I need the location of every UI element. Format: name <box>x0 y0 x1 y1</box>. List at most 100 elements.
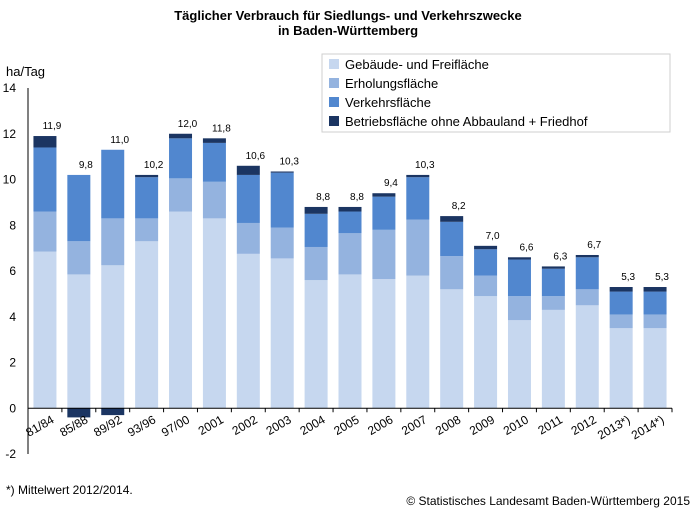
total-label: 6,7 <box>587 240 601 251</box>
bar-segment <box>202 142 226 182</box>
bar-segment <box>338 274 362 409</box>
bar-segment <box>270 258 294 409</box>
legend-label: Verkehrsfläche <box>345 95 431 110</box>
legend-label: Erholungsfläche <box>345 76 438 91</box>
bar-segment <box>643 287 667 292</box>
bar-segment <box>507 296 531 321</box>
bar-segment <box>406 275 430 409</box>
bar-segment <box>474 296 498 409</box>
x-tick-label: 97/00 <box>159 412 192 439</box>
bar-segment <box>541 309 565 409</box>
bar-segment <box>575 257 599 290</box>
legend-swatch <box>329 59 339 69</box>
bar-segment <box>541 296 565 310</box>
legend-swatch <box>329 97 339 107</box>
x-tick-label: 2003 <box>264 412 294 438</box>
bar-segment <box>135 174 159 178</box>
y-tick-label: 0 <box>9 401 16 415</box>
bar-segment <box>169 178 193 212</box>
bar-segment <box>135 241 159 409</box>
bar-segment <box>338 233 362 275</box>
axes <box>27 88 673 454</box>
total-label: 10,3 <box>415 160 435 171</box>
bar-segment <box>236 253 260 409</box>
total-label: 6,6 <box>520 242 534 253</box>
bar-segment <box>67 174 91 242</box>
bar-segment <box>202 218 226 409</box>
x-tick-labels: 81/84 85/88 89/92 93/96 97/00 2001 2002 2003 200… <box>23 412 666 442</box>
total-label: 7,0 <box>486 231 500 242</box>
bar-segment <box>236 174 260 223</box>
bar-segment <box>507 257 531 260</box>
x-tick-label: 2004 <box>297 412 327 438</box>
bar-segment <box>575 254 599 258</box>
bar-segment <box>169 133 193 139</box>
bar-segment <box>643 291 667 315</box>
bar-segment <box>236 222 260 254</box>
total-label: 6,3 <box>553 251 567 262</box>
total-label: 12,0 <box>178 119 198 130</box>
bar-segment <box>541 266 565 269</box>
x-tick-label: 2001 <box>196 412 226 438</box>
bar-segment <box>236 165 260 175</box>
total-label: 5,3 <box>655 272 669 283</box>
bar-segment <box>372 279 396 409</box>
bar-segment <box>304 213 328 247</box>
y-tick-label: 12 <box>3 127 17 141</box>
total-label: 8,8 <box>350 192 364 203</box>
bar-segment <box>67 241 91 275</box>
bar-segment <box>406 219 430 276</box>
bar-segment <box>609 328 633 409</box>
total-label: 10,2 <box>144 160 164 171</box>
x-tick-label: 2005 <box>331 412 361 438</box>
bar-segment <box>135 177 159 219</box>
x-tick-label: 2008 <box>433 412 463 438</box>
bar-segment <box>372 193 396 197</box>
bar-segment <box>372 229 396 280</box>
y-tick-label: 8 <box>9 218 16 232</box>
bar-segment <box>474 249 498 276</box>
x-tick-label: 89/92 <box>91 412 124 439</box>
bar-segment <box>169 138 193 179</box>
footnote: *) Mittelwert 2012/2014. <box>6 483 133 497</box>
bar-segment <box>202 138 226 143</box>
bar-segment <box>474 245 498 250</box>
bar-segment <box>101 408 125 416</box>
total-label: 8,8 <box>316 192 330 203</box>
x-tick-label: 2009 <box>467 412 497 438</box>
x-tick-label: 2012 <box>569 412 599 438</box>
bars <box>33 133 667 418</box>
x-tick-label: 2010 <box>501 412 531 438</box>
chart-title: Täglicher Verbrauch für Siedlungs- und V… <box>174 8 522 23</box>
bar-segment <box>609 314 633 329</box>
bar-segment <box>101 265 125 409</box>
bar-segment <box>67 408 91 418</box>
total-label: 5,3 <box>621 272 635 283</box>
total-label: 11,0 <box>110 135 129 146</box>
y-tick-labels: -2 0 2 4 6 8 10 12 14 <box>3 81 17 461</box>
bar-segment <box>440 216 464 222</box>
legend-label: Betriebsfläche ohne Abbauland + Friedhof <box>345 114 588 129</box>
legend-label: Gebäude- und Freifläche <box>345 57 489 72</box>
x-tick-label: 2013*) <box>595 412 633 442</box>
bar-segment <box>406 174 430 178</box>
bar-segment <box>507 259 531 297</box>
legend-swatch <box>329 116 339 126</box>
total-label: 10,3 <box>279 156 299 167</box>
bar-segment <box>202 181 226 219</box>
bar-segment <box>101 218 125 266</box>
x-tick-label: 93/96 <box>125 412 158 439</box>
bar-segment <box>575 289 599 306</box>
bar-segment <box>372 196 396 230</box>
total-labels: 11,9 9,8 11,0 10,2 12,0 11,8 10,6 10,3 8,8 8,8 9,4… <box>43 119 670 283</box>
bar-segment <box>440 289 464 409</box>
y-tick-label: 4 <box>9 310 16 324</box>
bar-segment <box>507 320 531 409</box>
bar-segment <box>33 211 57 252</box>
x-tick-label: 2006 <box>365 412 395 438</box>
bar-segment <box>101 149 125 219</box>
y-axis-unit: ha/Tag <box>6 64 45 79</box>
bar-segment <box>33 251 57 409</box>
bar-segment <box>304 280 328 409</box>
bar-segment <box>338 206 362 212</box>
